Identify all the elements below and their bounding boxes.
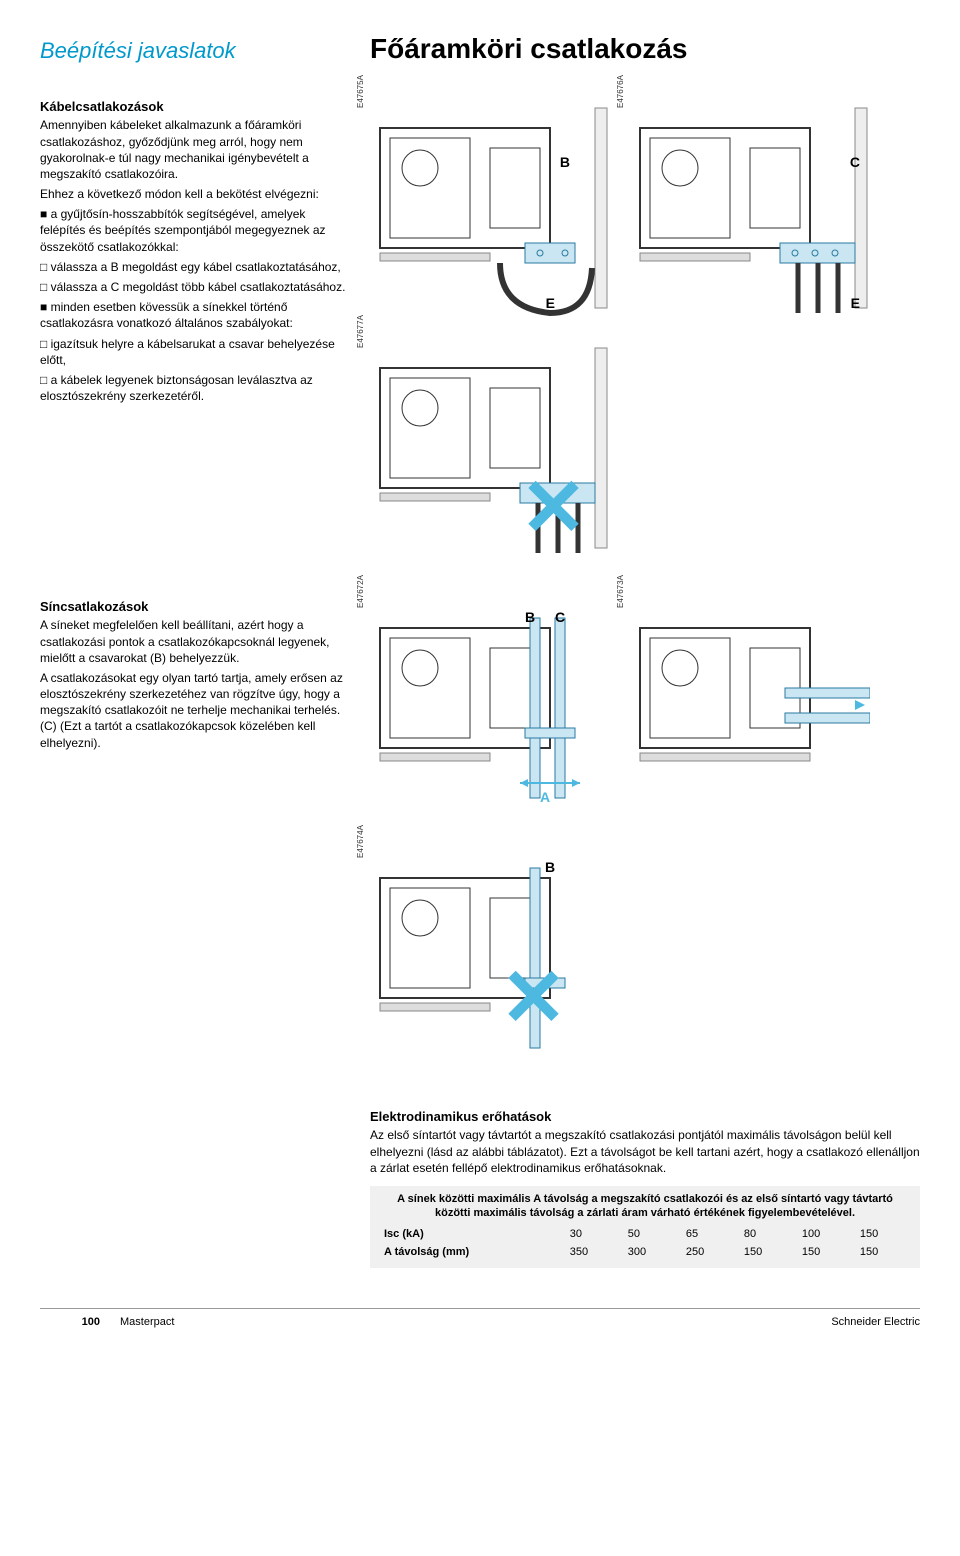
section3-content: Elektrodinamikus erőhatások Az első sínt… [370,1108,920,1268]
section1-b5: igazítsuk helyre a kábelsarukat a csavar… [40,336,350,368]
figure-b-ref: E47675A [356,75,367,108]
footer-product: Masterpact [120,1315,320,1330]
row1-label: Isc (kA) [378,1225,564,1244]
figure-c: E47676A C E [630,98,870,318]
breaker-icon [630,98,870,318]
cell: 350 [564,1243,622,1262]
figure-wrong2-ref: E47674A [356,825,367,858]
table-caption: A sínek közötti maximális A távolság a m… [378,1192,912,1225]
text-column-2: Síncsatlakozások A síneket megfelelően k… [40,598,350,1068]
figure-letter-c2: C [555,608,565,627]
section-electrodynamic: Elektrodinamikus erőhatások Az első sínt… [40,1108,920,1268]
spacer-col [40,1108,350,1268]
section1-b2: válassza a B megoldást egy kábel csatlak… [40,259,350,275]
breaker-icon [630,598,870,818]
page-header: Beépítési javaslatok Főáramköri csatlako… [40,30,920,68]
cell: 50 [622,1225,680,1244]
figure-column-2: E47672A B C A E47673A [370,598,920,1068]
page-number: 100 [40,1315,120,1330]
figure-c-ref: E47676A [616,75,627,108]
figure-wrong-2: E47674A B ✕ [370,848,610,1068]
cell: 80 [738,1225,796,1244]
section1-heading: Kábelcsatlakozások [40,98,350,116]
table-row: A távolság (mm) 350 300 250 150 150 150 [378,1243,912,1262]
figure-letter-b: B [560,153,570,172]
figure-letter-c: C [850,153,860,172]
breaker-icon [370,98,610,318]
section1-b1: a gyűjtősín-hosszabbítók segítségével, a… [40,206,350,255]
cross-icon: ✕ [520,468,587,548]
figure-letter-a: A [540,788,550,807]
section1-p1: Amennyiben kábeleket alkalmazunk a főára… [40,117,350,182]
text-column-1: Kábelcsatlakozások Amennyiben kábeleket … [40,98,350,558]
figure-letter-b3: B [545,858,555,877]
breaker-icon [370,598,610,818]
cell: 65 [680,1225,738,1244]
header-right: Főáramköri csatlakozás [370,30,688,68]
cell: 150 [796,1243,854,1262]
figure-bc: E47672A B C A [370,598,610,818]
figure-horizontal: E47673A [630,598,870,818]
section1-b3: válassza a C megoldást több kábel csatla… [40,279,350,295]
cell: 250 [680,1243,738,1262]
cell: 100 [796,1225,854,1244]
section3-p1: Az első síntartót vagy távtartót a megsz… [370,1127,920,1176]
figure-bc-ref: E47672A [356,575,367,608]
cell: 150 [738,1243,796,1262]
section2-p2: A csatlakozásokat egy olyan tartó tartja… [40,670,350,751]
table-row: Isc (kA) 30 50 65 80 100 150 [378,1225,912,1244]
cell: 30 [564,1225,622,1244]
section2-heading: Síncsatlakozások [40,598,350,616]
section3-heading: Elektrodinamikus erőhatások [370,1108,920,1126]
section1-p2: Ehhez a következő módon kell a bekötést … [40,186,350,202]
cell: 300 [622,1243,680,1262]
figure-column-1: E47675A B E E47676A [370,98,920,558]
section-busbar-connections: Síncsatlakozások A síneket megfelelően k… [40,598,920,1068]
figure-b: E47675A B E [370,98,610,318]
section1-b4: minden esetben kövessük a sínekkel törté… [40,299,350,331]
section-cable-connections: Kábelcsatlakozások Amennyiben kábeleket … [40,98,920,558]
figure-letter-b2: B [525,608,535,627]
distance-table: A sínek közötti maximális A távolság a m… [370,1186,920,1268]
data-table: Isc (kA) 30 50 65 80 100 150 A távolság … [378,1225,912,1263]
cell: 150 [854,1225,912,1244]
figure-letter-e: E [546,294,555,313]
breaker-icon [370,848,610,1068]
header-left: Beépítési javaslatok [40,36,370,66]
page-footer: 100 Masterpact Schneider Electric [40,1308,920,1330]
section1-b6: a kábelek legyenek biztonságosan leválas… [40,372,350,404]
figure-wrong1-ref: E47677A [356,315,367,348]
section2-p1: A síneket megfelelően kell beállítani, a… [40,617,350,666]
cell: 150 [854,1243,912,1262]
row2-label: A távolság (mm) [378,1243,564,1262]
footer-brand: Schneider Electric [320,1315,920,1330]
figure-horiz-ref: E47673A [616,575,627,608]
figure-letter-e2: E [851,294,860,313]
cross-icon-2: ✕ [500,958,567,1038]
figure-wrong-1: E47677A ✕ [370,338,610,558]
